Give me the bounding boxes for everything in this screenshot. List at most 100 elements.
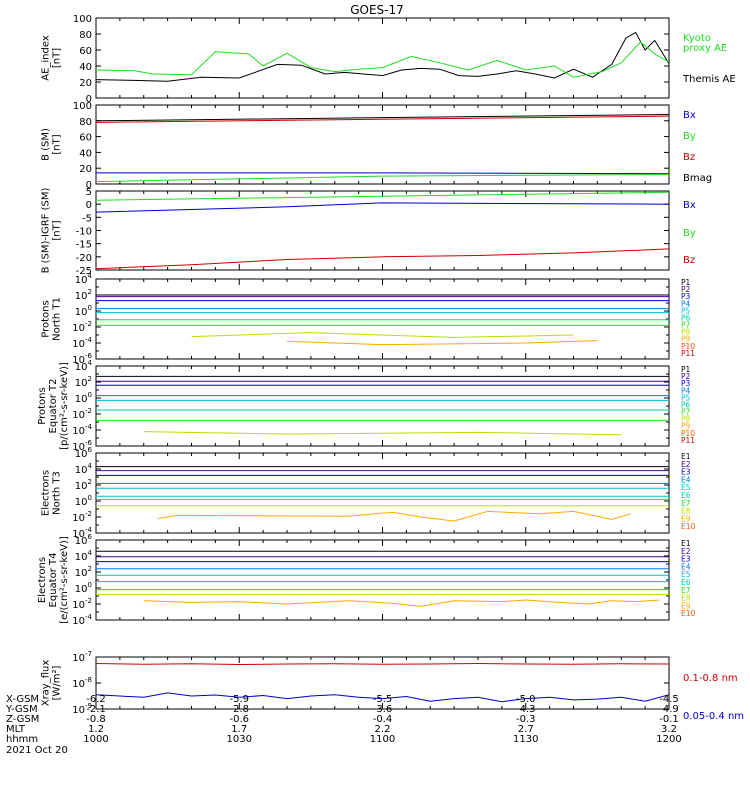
legend-label: E1 [681, 539, 691, 548]
y-axis-label: North T1 [52, 297, 63, 341]
legend-label: proxy AE [683, 43, 727, 54]
y-axis-label: B (SM)-IGRF (SM) [41, 188, 52, 274]
legend-label: Bx [683, 110, 696, 121]
x-axis-value: -3.6 [373, 704, 393, 715]
y-tick-label: 100 [75, 581, 92, 595]
y-tick-label: 10-2 [72, 407, 92, 421]
legend-label: P5 [681, 306, 691, 315]
panel-bigrf: -25 -20 -15 -10 -5 0 5 B (SM)-IGRF (SM) [nT] Bx By… [41, 187, 696, 277]
x-axis-value: -0.8 [86, 714, 106, 725]
legend-label: By [683, 228, 696, 239]
series-line-pe-P8 [143, 431, 622, 436]
y-tick-label: -20 [76, 253, 92, 264]
legend-label: E4 [681, 475, 691, 484]
legend-label: E9 [681, 601, 691, 610]
panel-ee: 10-4 10-2 100 102 104 106 Electrons Equator T4[… [37, 533, 696, 627]
y-axis-label: Xray_flux [41, 660, 52, 707]
legend-label: P8 [681, 415, 691, 424]
y-tick-label: 104 [75, 272, 93, 286]
series-line-b-By [96, 174, 669, 183]
y-tick-label: 5 [86, 187, 92, 198]
y-tick-label: 0 [86, 200, 92, 211]
x-axis-value: -5.9 [229, 694, 249, 705]
y-tick-label: 20 [79, 78, 92, 89]
y-tick-label: -15 [76, 240, 92, 251]
panel-frame [95, 17, 670, 99]
y-tick-label: 102 [75, 565, 92, 579]
legend-label: P9 [681, 422, 691, 431]
y-tick-label: 60 [79, 46, 92, 57]
legend-label: P11 [681, 436, 695, 445]
y-tick-label: 102 [75, 478, 92, 492]
legend-label: E3 [681, 555, 691, 564]
x-axis-value: -5.0 [516, 694, 536, 705]
y-axis-label: Equator T4 [48, 553, 59, 608]
legend-label: P4 [681, 299, 691, 308]
x-axis-value: -0.6 [229, 714, 249, 725]
series-line-ee-E9 [143, 599, 660, 607]
legend-label: P3 [681, 379, 691, 388]
legend-label: P5 [681, 393, 691, 402]
legend-label: P8 [681, 328, 691, 337]
y-tick-label: 10-7 [72, 650, 92, 664]
legend-label: E9 [681, 514, 691, 523]
y-tick-label: 100 [73, 14, 92, 25]
y-axis-label: AE_index [41, 35, 52, 81]
series-line-ae-Kyoto-proxy-AE [96, 41, 669, 78]
panel-frame [95, 452, 670, 534]
panel-pn: 10-6 10-4 10-2 100 102 104 Protons North T1 P1P2… [41, 272, 696, 366]
x-axis-value: -5.5 [373, 694, 393, 705]
legend-label: E10 [681, 522, 696, 531]
y-axis-label: [W/m²] [52, 665, 63, 700]
y-tick-label: 106 [75, 533, 93, 547]
legend-label: E7 [681, 499, 691, 508]
y-tick-label: 80 [79, 30, 92, 41]
x-axis-row-label: hhmm [6, 734, 38, 745]
legend-label: P7 [681, 321, 691, 330]
series-line-ae-Themis-AE [96, 31, 669, 82]
legend-label: E10 [681, 609, 696, 618]
y-tick-label: 10-4 [72, 336, 92, 350]
series-line-en-E9 [158, 510, 631, 522]
y-tick-label: 10-8 [72, 676, 92, 690]
legend-label: E8 [681, 594, 691, 603]
panel-frame [95, 539, 670, 621]
x-axis-row-label: Y-GSM [5, 704, 38, 715]
series-line-pn-P9 [286, 340, 598, 346]
legend-label: P6 [681, 313, 691, 322]
legend-label: E1 [681, 452, 691, 461]
y-tick-label: 102 [75, 288, 92, 302]
panel-frame [95, 278, 670, 360]
legend-label: E6 [681, 578, 691, 587]
series-line-bigrf-Bz [96, 248, 669, 270]
x-axis-hhmm: 1130 [513, 734, 538, 745]
y-tick-label: -5 [82, 213, 92, 224]
panel-b: 0 20 40 60 80 100 B (SM) [nT] Bx By Bz Bmag [41, 101, 713, 191]
legend-label: P4 [681, 386, 691, 395]
y-tick-label: 10-4 [72, 423, 92, 437]
series-line-b-Bx [96, 172, 669, 175]
y-tick-label: 10-6 [72, 352, 92, 366]
y-tick-label: 104 [75, 359, 93, 373]
chart-title: GOES-17 [350, 3, 404, 17]
legend-label: Themis AE [682, 74, 736, 85]
y-tick-label: 104 [75, 549, 93, 563]
legend-label: Bz [683, 152, 695, 163]
legend-label: E5 [681, 483, 691, 492]
legend-label: Bz [683, 255, 695, 266]
y-tick-label: 80 [79, 117, 92, 128]
legend-label: E2 [681, 460, 691, 469]
legend-label: E2 [681, 547, 691, 556]
y-axis-label: [p/(cm²-s-sr-keV)] [59, 362, 70, 450]
x-axis-row-label: X-GSM [6, 694, 39, 705]
y-axis-label: [e/(cm²-s-sr-keV)] [59, 536, 70, 624]
legend-label: P11 [681, 349, 695, 358]
series-line-pn-P8 [191, 332, 574, 338]
series-line-b-Bz [96, 115, 669, 123]
x-axis-hhmm: 1200 [656, 734, 681, 745]
legend-label: E3 [681, 468, 691, 477]
